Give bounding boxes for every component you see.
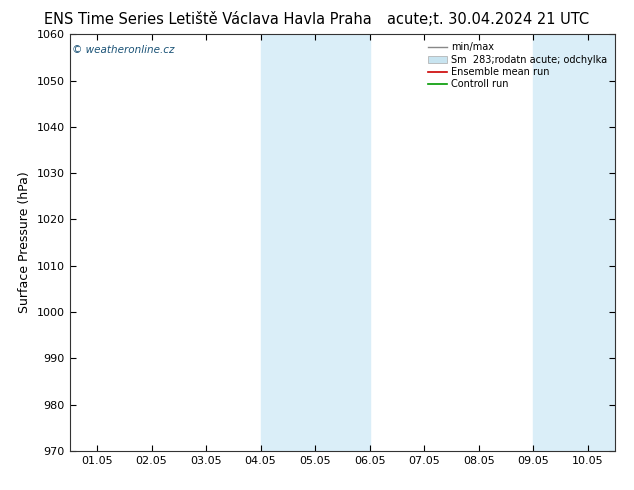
Text: ENS Time Series Letiště Václava Havla Praha: ENS Time Series Letiště Václava Havla Pr… — [44, 12, 372, 27]
Bar — [261, 34, 370, 451]
Bar — [533, 34, 615, 451]
Legend: min/max, Sm  283;rodatn acute; odchylka, Ensemble mean run, Controll run: min/max, Sm 283;rodatn acute; odchylka, … — [425, 39, 610, 92]
Text: acute;t. 30.04.2024 21 UTC: acute;t. 30.04.2024 21 UTC — [387, 12, 590, 27]
Y-axis label: Surface Pressure (hPa): Surface Pressure (hPa) — [18, 172, 31, 314]
Text: © weatheronline.cz: © weatheronline.cz — [72, 45, 175, 55]
